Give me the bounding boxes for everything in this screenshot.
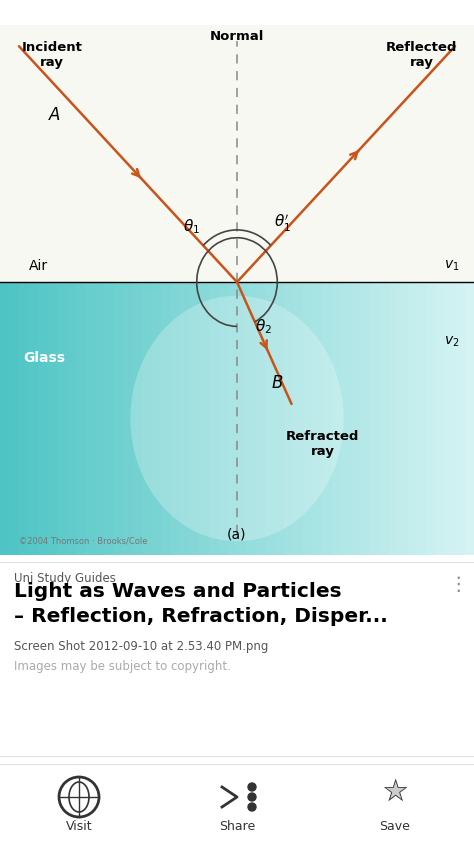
Text: $B$: $B$ <box>271 374 283 392</box>
Text: B: B <box>8 8 15 18</box>
Bar <box>152 282 162 555</box>
Ellipse shape <box>130 296 344 541</box>
Bar <box>104 282 115 555</box>
Bar <box>85 282 96 555</box>
Bar <box>237 282 247 555</box>
Bar <box>57 282 67 555</box>
Bar <box>303 282 314 555</box>
Bar <box>9 282 20 555</box>
Bar <box>455 282 465 555</box>
Text: ■: ■ <box>455 8 464 18</box>
Text: $v_1$: $v_1$ <box>444 259 460 274</box>
Text: Reflected
ray: Reflected ray <box>386 41 457 69</box>
Text: $\theta_1^{\prime}$: $\theta_1^{\prime}$ <box>273 213 291 234</box>
Bar <box>313 282 323 555</box>
Bar <box>47 282 58 555</box>
Bar <box>332 282 342 555</box>
Bar <box>465 282 474 555</box>
Text: Incident
ray: Incident ray <box>22 41 82 69</box>
Text: Save: Save <box>380 819 410 833</box>
Bar <box>256 282 266 555</box>
Text: ©2004 Thomson · Brooks/Cole: ©2004 Thomson · Brooks/Cole <box>19 536 147 546</box>
Text: Uni Study Guides: Uni Study Guides <box>14 572 116 585</box>
Bar <box>284 282 295 555</box>
Text: 12:36 PM: 12:36 PM <box>211 8 263 18</box>
Text: ☁: ☁ <box>44 8 55 18</box>
Bar <box>370 282 380 555</box>
Bar <box>351 282 361 555</box>
Bar <box>0 282 10 555</box>
Bar <box>171 282 181 555</box>
Bar <box>341 282 352 555</box>
Text: Share: Share <box>219 819 255 833</box>
Text: 51%: 51% <box>420 8 441 18</box>
Bar <box>436 282 447 555</box>
Bar <box>218 282 228 555</box>
Bar <box>142 282 153 555</box>
Text: ☆: ☆ <box>381 777 409 807</box>
Bar <box>246 282 257 555</box>
Bar <box>199 282 210 555</box>
Bar <box>66 282 77 555</box>
Text: $v_2$: $v_2$ <box>444 335 460 349</box>
Bar <box>209 282 219 555</box>
Text: Air: Air <box>28 259 47 273</box>
Bar <box>76 282 86 555</box>
Text: Light as Waves and Particles: Light as Waves and Particles <box>14 582 342 601</box>
Bar <box>180 282 191 555</box>
Text: Refracted
ray: Refracted ray <box>286 430 359 458</box>
Bar <box>408 282 418 555</box>
Text: $A$: $A$ <box>48 106 61 124</box>
Text: Glass: Glass <box>24 351 66 365</box>
Text: Visit: Visit <box>66 819 92 833</box>
Bar <box>294 282 304 555</box>
Bar <box>0 25 474 282</box>
Text: ★: ★ <box>381 777 409 807</box>
Bar <box>228 282 238 555</box>
Bar <box>114 282 124 555</box>
Bar <box>190 282 200 555</box>
Circle shape <box>248 793 256 801</box>
Bar <box>95 282 105 555</box>
Text: Screen Shot 2012-09-10 at 2.53.40 PM.png: Screen Shot 2012-09-10 at 2.53.40 PM.png <box>14 640 268 653</box>
Bar <box>360 282 371 555</box>
Bar <box>123 282 134 555</box>
Bar <box>38 282 48 555</box>
Text: ⋮: ⋮ <box>448 575 468 594</box>
Bar <box>427 282 437 555</box>
Bar <box>389 282 399 555</box>
Text: (a): (a) <box>227 528 247 541</box>
Text: Images may be subject to copyright.: Images may be subject to copyright. <box>14 660 231 673</box>
Bar <box>379 282 390 555</box>
Text: $\theta_1$: $\theta_1$ <box>183 217 201 236</box>
Bar <box>322 282 333 555</box>
Bar <box>398 282 409 555</box>
Bar <box>19 282 29 555</box>
Bar <box>28 282 39 555</box>
Text: – Reflection, Refraction, Disper...: – Reflection, Refraction, Disper... <box>14 607 388 626</box>
Text: $\theta_2$: $\theta_2$ <box>255 317 272 337</box>
Bar <box>265 282 276 555</box>
Bar <box>417 282 428 555</box>
Bar <box>133 282 143 555</box>
Circle shape <box>248 803 256 811</box>
Text: Normal: Normal <box>210 30 264 43</box>
Text: ☑: ☑ <box>25 8 35 18</box>
Circle shape <box>248 783 256 791</box>
Bar <box>446 282 456 555</box>
Bar <box>161 282 172 555</box>
Bar <box>275 282 285 555</box>
